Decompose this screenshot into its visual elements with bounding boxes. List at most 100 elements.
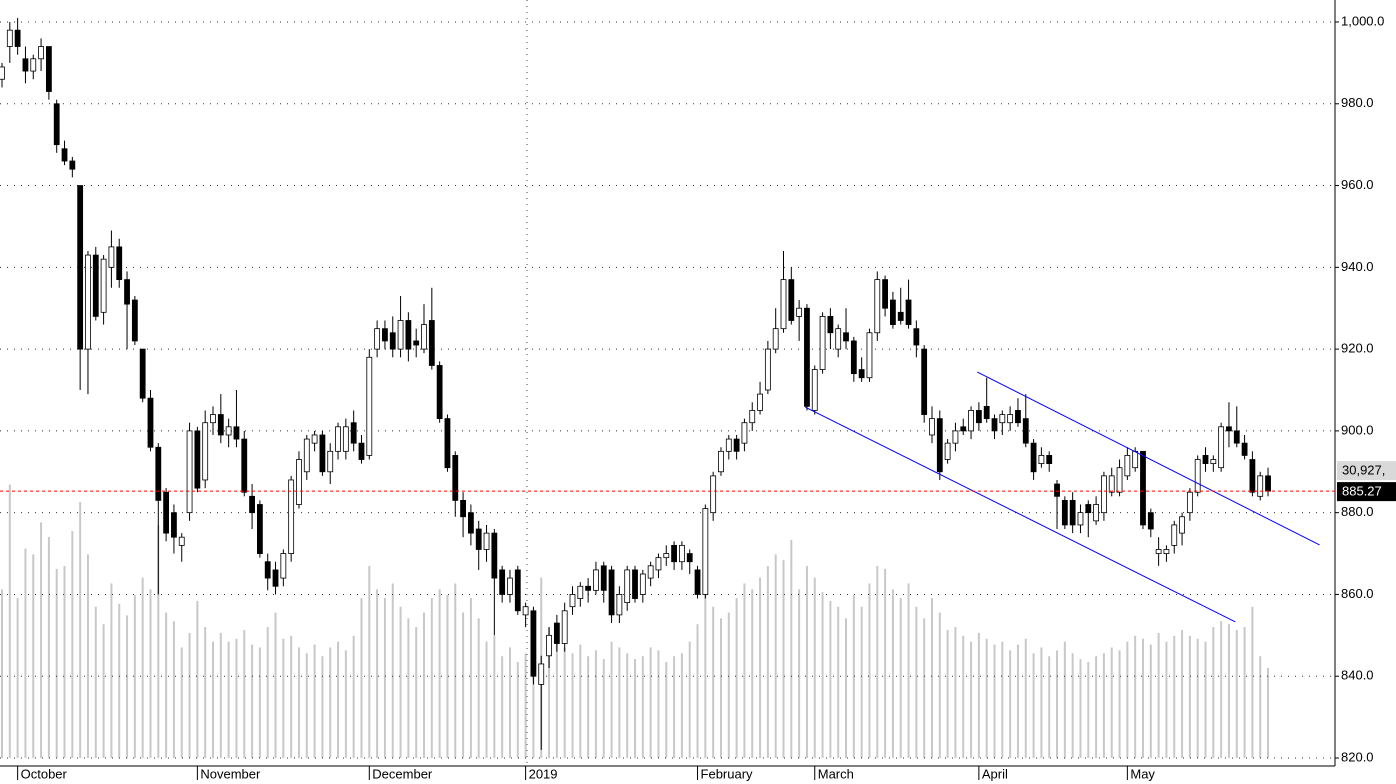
candle-body xyxy=(421,324,427,350)
volume-bar xyxy=(55,568,58,758)
candle-body xyxy=(1038,455,1045,464)
volume-bar xyxy=(579,644,582,758)
volume-bar xyxy=(1024,638,1027,758)
volume-bar xyxy=(805,566,808,758)
candle-body xyxy=(663,553,670,559)
trend-line xyxy=(805,406,1236,623)
x-tick-label: November xyxy=(200,766,261,781)
candle-body xyxy=(710,475,717,514)
volume-bar xyxy=(626,653,629,758)
candle-body xyxy=(483,532,490,550)
volume-bar xyxy=(258,647,261,758)
volume-bar xyxy=(266,627,269,758)
volume-bar xyxy=(212,641,215,758)
y-tick-label: 1,000.0 xyxy=(1341,13,1384,28)
candle-body xyxy=(194,430,201,489)
candle-body xyxy=(905,299,912,325)
volume-bar xyxy=(94,606,97,758)
candle-body xyxy=(30,58,37,72)
y-tick-label: 980.0 xyxy=(1341,95,1374,110)
volume-bar xyxy=(680,653,683,758)
volume-bar xyxy=(1040,647,1043,758)
candle-body xyxy=(1007,414,1014,424)
candle-body xyxy=(514,569,521,612)
volume-bar xyxy=(297,647,300,758)
candle-body xyxy=(538,663,545,685)
candle-body xyxy=(577,585,584,599)
candle-body xyxy=(249,495,255,514)
volume-bar xyxy=(1235,630,1238,758)
candle-body xyxy=(835,328,842,350)
candle-body xyxy=(811,369,818,411)
candle-body xyxy=(1226,426,1232,432)
candle-body xyxy=(679,544,685,563)
volume-bar xyxy=(602,659,605,758)
candle-body xyxy=(702,508,709,595)
volume-bar xyxy=(118,603,121,758)
candle-body xyxy=(22,58,29,72)
candle-body xyxy=(6,29,13,47)
candle-body xyxy=(788,279,795,321)
candle-body xyxy=(303,438,310,473)
volume-bar xyxy=(696,624,699,758)
volume-bar xyxy=(1095,656,1098,758)
volume-bar xyxy=(462,612,465,758)
volume-bar xyxy=(40,522,43,758)
volume-bar xyxy=(1118,650,1121,758)
volume-bar xyxy=(1220,621,1223,758)
candle-body xyxy=(897,311,904,321)
volume-bar xyxy=(508,647,511,758)
candle-body xyxy=(45,46,52,92)
candle-body xyxy=(1202,455,1209,464)
candle-body xyxy=(1163,549,1170,554)
volume-bar xyxy=(641,656,644,758)
candle-body xyxy=(335,426,341,452)
candle-body xyxy=(1046,455,1053,464)
volume-bar xyxy=(430,598,433,758)
candle-body xyxy=(155,446,162,501)
volume-bar xyxy=(1204,641,1207,758)
volume-bar xyxy=(126,615,129,758)
y-tick-label: 960.0 xyxy=(1341,177,1374,192)
price-label-box xyxy=(1337,482,1396,502)
candle-body xyxy=(561,610,568,644)
y-tick-label: 880.0 xyxy=(1341,504,1374,519)
candle-body xyxy=(1218,426,1225,469)
candle-body xyxy=(1179,516,1185,534)
candle-body xyxy=(1249,459,1256,493)
x-tick-label: December xyxy=(372,766,433,781)
volume-bar xyxy=(1165,641,1168,758)
volume-bar xyxy=(813,577,816,758)
volume-bar xyxy=(532,612,535,758)
candle-body xyxy=(725,438,732,452)
volume-bar xyxy=(634,659,637,758)
volume-bar xyxy=(1188,635,1191,758)
volume-bar xyxy=(1251,606,1254,758)
candle-body xyxy=(1101,475,1107,514)
candle-body xyxy=(413,340,420,346)
candle-body xyxy=(327,450,334,473)
candle-body xyxy=(1155,549,1162,554)
candle-body xyxy=(1194,459,1201,493)
volume-bar xyxy=(610,641,613,758)
volume-bar xyxy=(219,632,222,758)
candle-body xyxy=(991,418,998,432)
candle-body xyxy=(210,414,216,424)
volume-bar xyxy=(915,606,918,758)
candle-body xyxy=(116,246,123,280)
volume-bar xyxy=(399,606,402,758)
volume-bar xyxy=(1016,644,1019,758)
volume-bar xyxy=(24,548,27,758)
y-tick-label: 820.0 xyxy=(1341,749,1374,764)
volume-bar xyxy=(1181,630,1184,758)
volume-bar xyxy=(1267,668,1270,758)
y-tick-label: 860.0 xyxy=(1341,586,1374,601)
candle-body xyxy=(1171,524,1178,546)
volume-bar xyxy=(141,577,144,758)
candle-body xyxy=(819,315,826,370)
volume-bar xyxy=(1032,653,1035,758)
candle-body xyxy=(491,532,498,579)
candle-body xyxy=(69,160,76,170)
